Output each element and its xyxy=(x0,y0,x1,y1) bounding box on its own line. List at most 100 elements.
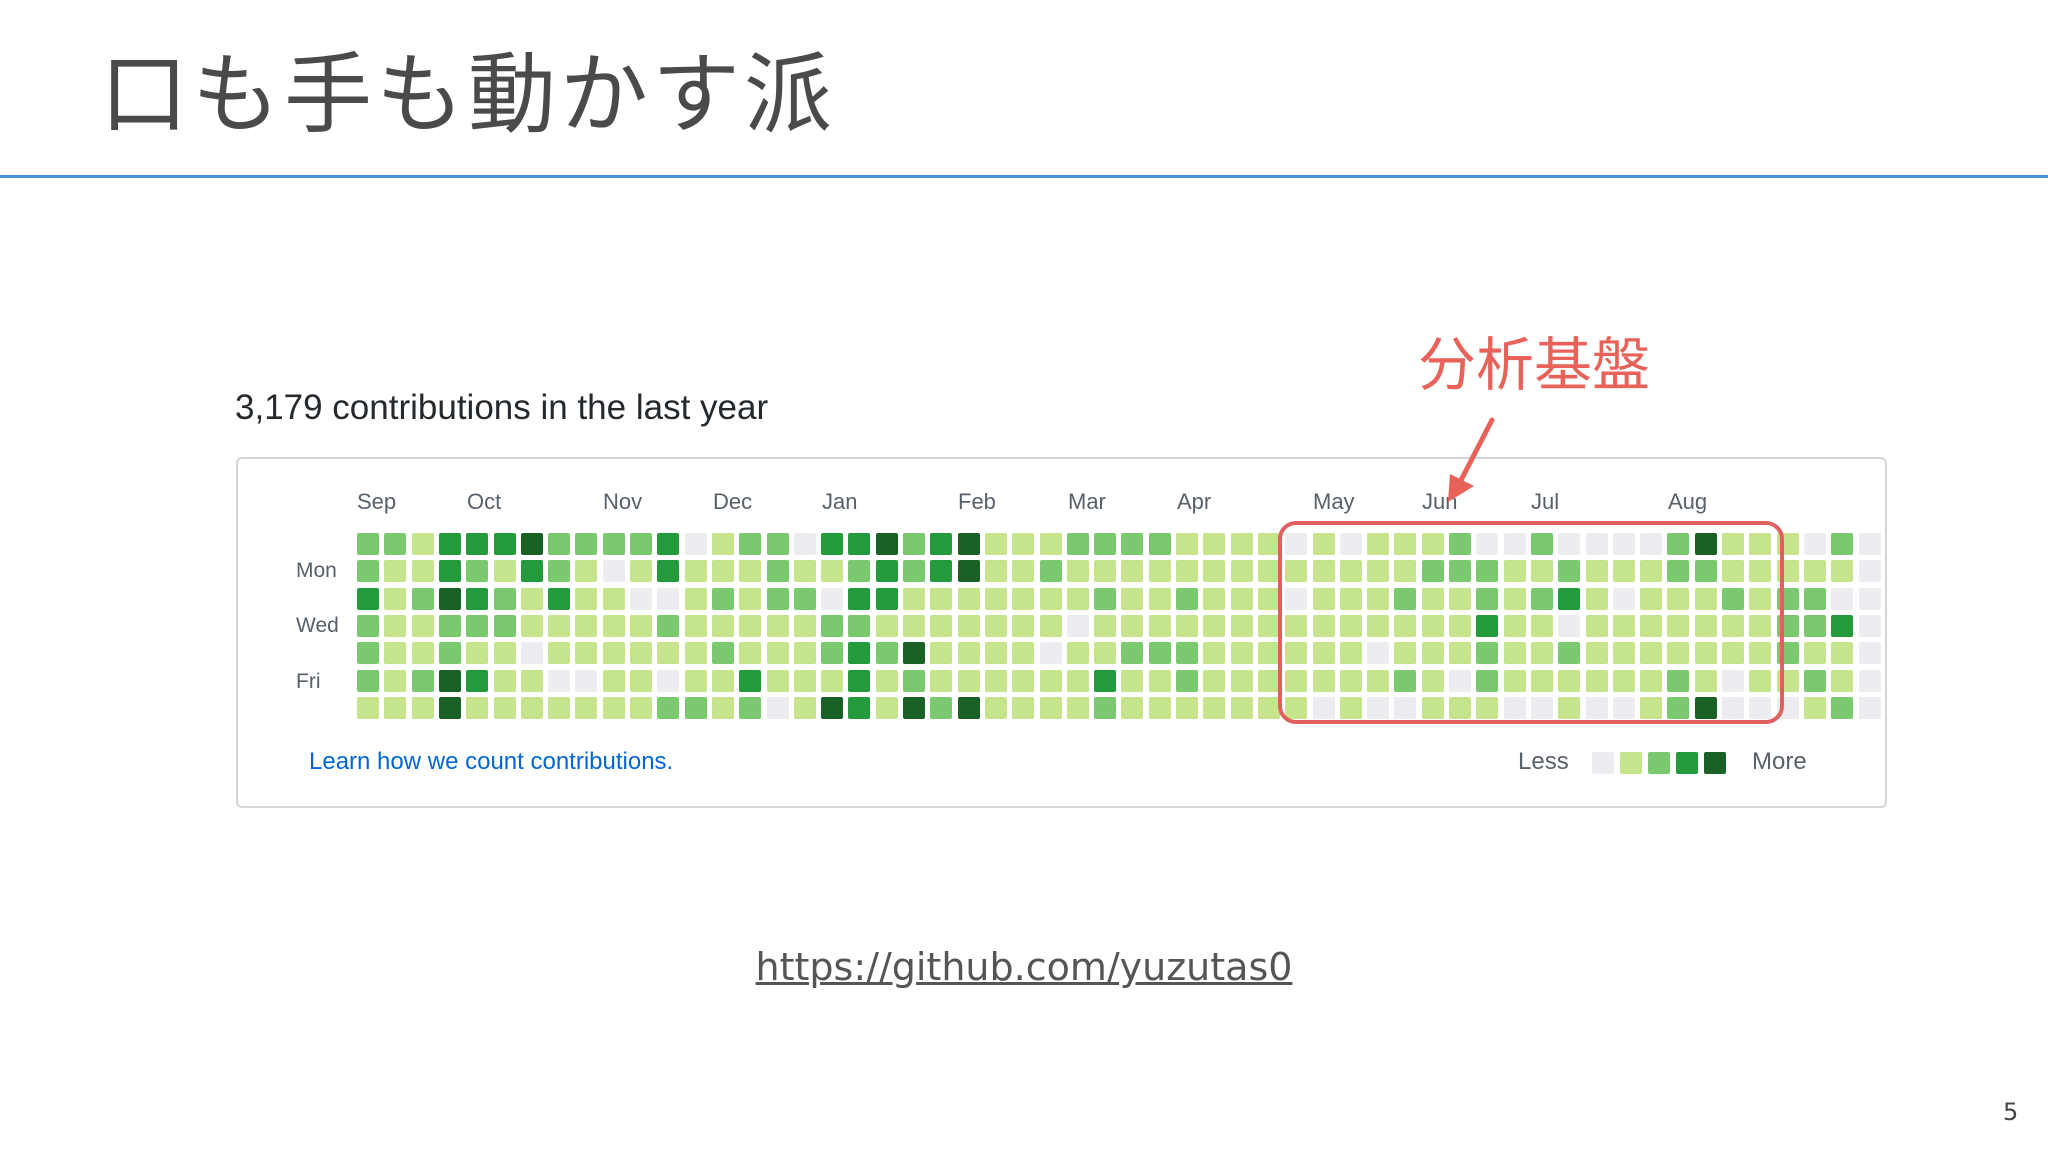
contribution-day-cell[interactable] xyxy=(1612,669,1635,692)
contribution-day-cell[interactable] xyxy=(1612,533,1635,555)
contribution-day-cell[interactable] xyxy=(711,587,734,610)
contribution-day-cell[interactable] xyxy=(1203,614,1226,637)
contribution-day-cell[interactable] xyxy=(1858,560,1881,583)
contribution-day-cell[interactable] xyxy=(875,669,898,692)
contribution-day-cell[interactable] xyxy=(875,533,898,555)
contribution-day-cell[interactable] xyxy=(1094,560,1117,583)
contribution-day-cell[interactable] xyxy=(411,614,434,637)
contribution-day-cell[interactable] xyxy=(1148,587,1171,610)
contribution-day-cell[interactable] xyxy=(1176,696,1198,719)
contribution-day-cell[interactable] xyxy=(1476,696,1499,719)
contribution-day-cell[interactable] xyxy=(766,587,789,610)
contribution-day-cell[interactable] xyxy=(1667,533,1690,555)
contribution-day-cell[interactable] xyxy=(1749,669,1772,692)
contribution-day-cell[interactable] xyxy=(875,560,898,583)
contribution-day-cell[interactable] xyxy=(1449,614,1471,637)
contribution-day-cell[interactable] xyxy=(1749,533,1772,555)
contribution-day-cell[interactable] xyxy=(1640,696,1663,719)
contribution-day-cell[interactable] xyxy=(1558,669,1581,692)
contribution-day-cell[interactable] xyxy=(657,560,680,583)
contribution-day-cell[interactable] xyxy=(411,560,434,583)
contribution-day-cell[interactable] xyxy=(1230,533,1253,555)
contribution-day-cell[interactable] xyxy=(384,642,407,665)
contribution-day-cell[interactable] xyxy=(1094,696,1117,719)
contribution-day-cell[interactable] xyxy=(1421,669,1444,692)
contribution-day-cell[interactable] xyxy=(1094,642,1117,665)
contribution-day-cell[interactable] xyxy=(493,642,516,665)
contribution-day-cell[interactable] xyxy=(903,614,925,637)
contribution-day-cell[interactable] xyxy=(1012,587,1035,610)
contribution-day-cell[interactable] xyxy=(984,614,1007,637)
contribution-day-cell[interactable] xyxy=(1148,642,1171,665)
contribution-day-cell[interactable] xyxy=(384,560,407,583)
contribution-day-cell[interactable] xyxy=(1394,642,1417,665)
contribution-day-cell[interactable] xyxy=(766,560,789,583)
contribution-day-cell[interactable] xyxy=(903,533,925,555)
contribution-day-cell[interactable] xyxy=(1012,560,1035,583)
contribution-day-cell[interactable] xyxy=(848,614,871,637)
contribution-day-cell[interactable] xyxy=(1530,669,1553,692)
contribution-day-cell[interactable] xyxy=(1121,696,1144,719)
contribution-day-cell[interactable] xyxy=(630,533,652,555)
contribution-day-cell[interactable] xyxy=(1530,533,1553,555)
contribution-day-cell[interactable] xyxy=(1257,560,1280,583)
contribution-day-cell[interactable] xyxy=(1858,642,1881,665)
contribution-day-cell[interactable] xyxy=(1585,696,1608,719)
contribution-day-cell[interactable] xyxy=(1203,533,1226,555)
contribution-day-cell[interactable] xyxy=(1803,533,1826,555)
contribution-day-cell[interactable] xyxy=(1039,696,1062,719)
contribution-day-cell[interactable] xyxy=(1121,533,1144,555)
contribution-day-cell[interactable] xyxy=(1257,696,1280,719)
contribution-day-cell[interactable] xyxy=(657,669,680,692)
contribution-day-cell[interactable] xyxy=(1012,669,1035,692)
contribution-day-cell[interactable] xyxy=(1230,560,1253,583)
github-profile-link[interactable]: https://github.com/yuzutas0 xyxy=(755,945,1293,989)
contribution-day-cell[interactable] xyxy=(1421,642,1444,665)
contribution-day-cell[interactable] xyxy=(1694,696,1717,719)
contribution-day-cell[interactable] xyxy=(1722,642,1744,665)
contribution-day-cell[interactable] xyxy=(411,587,434,610)
contribution-day-cell[interactable] xyxy=(1612,614,1635,637)
contribution-day-cell[interactable] xyxy=(766,533,789,555)
contribution-day-cell[interactable] xyxy=(711,642,734,665)
contribution-day-cell[interactable] xyxy=(357,696,379,719)
contribution-day-cell[interactable] xyxy=(357,560,379,583)
contribution-day-cell[interactable] xyxy=(793,614,816,637)
contribution-day-cell[interactable] xyxy=(493,587,516,610)
contribution-day-cell[interactable] xyxy=(1257,587,1280,610)
contribution-day-cell[interactable] xyxy=(1858,696,1881,719)
contribution-day-cell[interactable] xyxy=(1094,533,1117,555)
contribution-day-cell[interactable] xyxy=(1312,669,1335,692)
contribution-day-cell[interactable] xyxy=(1803,587,1826,610)
contribution-day-cell[interactable] xyxy=(1585,587,1608,610)
contribution-day-cell[interactable] xyxy=(1803,614,1826,637)
contribution-day-cell[interactable] xyxy=(411,696,434,719)
contribution-day-cell[interactable] xyxy=(821,587,844,610)
contribution-day-cell[interactable] xyxy=(739,669,762,692)
contribution-day-cell[interactable] xyxy=(957,696,980,719)
contribution-day-cell[interactable] xyxy=(1285,642,1308,665)
contribution-day-cell[interactable] xyxy=(1339,642,1362,665)
contribution-day-cell[interactable] xyxy=(1148,533,1171,555)
contribution-day-cell[interactable] xyxy=(684,669,707,692)
contribution-day-cell[interactable] xyxy=(1121,587,1144,610)
contribution-day-cell[interactable] xyxy=(1558,614,1581,637)
contribution-day-cell[interactable] xyxy=(602,587,625,610)
contribution-day-cell[interactable] xyxy=(466,696,489,719)
contribution-day-cell[interactable] xyxy=(1176,560,1198,583)
contribution-day-cell[interactable] xyxy=(520,696,543,719)
contribution-day-cell[interactable] xyxy=(602,669,625,692)
contribution-day-cell[interactable] xyxy=(1831,587,1854,610)
contribution-day-cell[interactable] xyxy=(1558,560,1581,583)
contribution-day-cell[interactable] xyxy=(602,696,625,719)
contribution-day-cell[interactable] xyxy=(1176,669,1198,692)
contribution-day-cell[interactable] xyxy=(1722,560,1744,583)
contribution-day-cell[interactable] xyxy=(930,533,953,555)
contribution-day-cell[interactable] xyxy=(766,696,789,719)
contribution-day-cell[interactable] xyxy=(466,614,489,637)
contribution-day-cell[interactable] xyxy=(1339,560,1362,583)
contribution-day-cell[interactable] xyxy=(930,560,953,583)
contribution-day-cell[interactable] xyxy=(1066,533,1089,555)
contribution-day-cell[interactable] xyxy=(793,587,816,610)
contribution-day-cell[interactable] xyxy=(357,642,379,665)
